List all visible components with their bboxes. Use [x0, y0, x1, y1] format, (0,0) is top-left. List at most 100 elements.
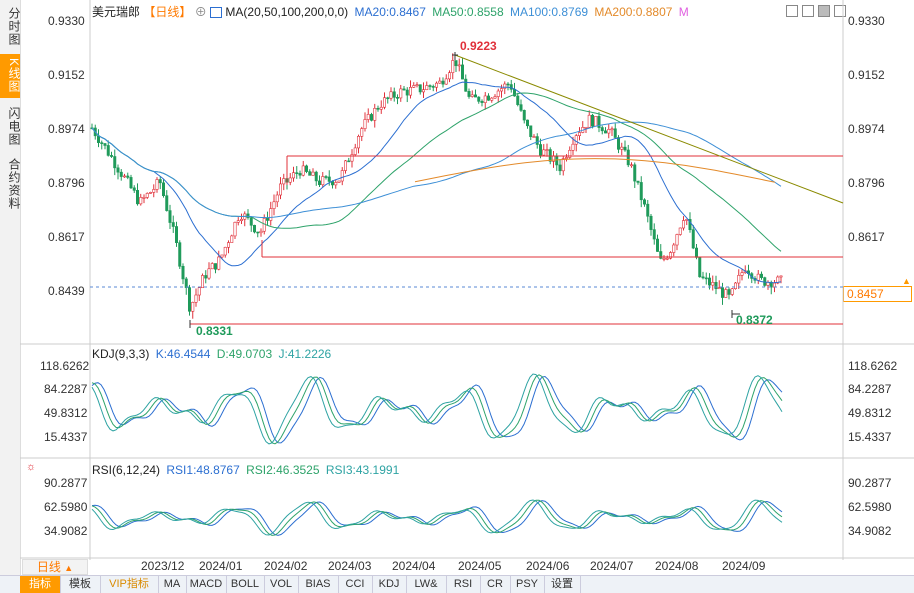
tab-macd[interactable]: MACD — [186, 576, 227, 593]
sidebar-tab-contract[interactable]: 合约资料 — [7, 158, 21, 210]
tab-vip[interactable]: VIP指标 — [100, 576, 159, 593]
candle-body — [373, 108, 377, 121]
tab-cr[interactable]: CR — [480, 576, 511, 593]
sidebar-tab-kline[interactable]: K线图 — [0, 54, 21, 98]
rsi-params[interactable]: RSI(6,12,24) — [92, 463, 161, 477]
candle-body — [460, 64, 464, 80]
candle-body — [568, 150, 572, 158]
expand-icon[interactable] — [802, 5, 814, 17]
price-marker-icon: ▲ — [902, 276, 911, 286]
tab-ma[interactable]: MA — [158, 576, 187, 593]
rsi2-line — [91, 499, 783, 536]
candle-body — [119, 171, 123, 177]
period-label[interactable]: 【日线】 — [143, 5, 192, 19]
candle-body — [256, 231, 260, 234]
candle-body — [756, 273, 760, 281]
kdj-d-line — [91, 374, 783, 445]
tab-template[interactable]: 模板 — [60, 576, 101, 593]
candle-body — [282, 178, 286, 185]
ma200-line — [414, 158, 776, 183]
candle-body — [392, 91, 396, 98]
candle-body — [298, 173, 302, 176]
sidebar-tab-timeshare[interactable]: 分时图 — [7, 6, 21, 46]
candle-body — [720, 287, 724, 298]
candle-body — [571, 143, 575, 151]
candle-body — [418, 84, 422, 93]
tab-kdj[interactable]: KDJ — [372, 576, 407, 593]
ma-params[interactable]: MA(20,50,100,200,0,0) — [225, 5, 349, 19]
kdj-j: J:41.2226 — [278, 347, 332, 361]
candle-body — [421, 89, 425, 93]
candle-body — [240, 218, 244, 221]
rsi-header: RSI(6,12,24) RSI1:48.8767 RSI2:46.3525 R… — [92, 463, 399, 477]
period-selector[interactable]: 日线 ▲ — [22, 559, 88, 575]
candle-body — [496, 90, 500, 97]
tab-settings[interactable]: 设置 — [544, 576, 581, 593]
candle-body — [194, 294, 198, 303]
tab-rsi[interactable]: RSI — [446, 576, 481, 593]
candle-body — [175, 226, 179, 243]
candle-body — [457, 64, 461, 67]
rsi-axis-label-right: 62.5980 — [848, 500, 892, 514]
tab-psy[interactable]: PSY — [510, 576, 545, 593]
tab-cci[interactable]: CCI — [338, 576, 373, 593]
moving-averages — [91, 81, 782, 284]
sun-icon[interactable]: ☼ — [26, 461, 37, 473]
candle-body — [149, 192, 153, 194]
candle-body — [447, 72, 451, 80]
right-price-label: 0.8796 — [848, 176, 885, 190]
candle-body — [434, 82, 438, 88]
chart-canvas[interactable] — [0, 0, 914, 575]
candle-body — [136, 190, 140, 205]
candle-body — [360, 128, 364, 137]
settings-icon[interactable]: ⊕ — [194, 5, 207, 19]
left-price-label: 0.8796 — [48, 176, 85, 190]
candle-body — [145, 193, 149, 198]
date-label: 2024/03 — [328, 559, 372, 573]
candle-body — [379, 106, 383, 110]
bottom-toolbar: 指标 模板 VIP指标 MA MACD BOLL VOL BIAS CCI KD… — [0, 575, 914, 593]
kdj-params[interactable]: KDJ(9,3,3) — [92, 347, 150, 361]
candle-body — [668, 252, 672, 259]
candle-body — [116, 167, 120, 173]
candle-body — [587, 114, 591, 128]
candle-body — [522, 110, 526, 121]
candle-body — [525, 119, 529, 127]
indicator-icon[interactable] — [210, 7, 223, 19]
candle-body — [737, 275, 741, 284]
low-annotation-2: 0.8372 — [736, 313, 773, 327]
rsi-lines — [91, 499, 783, 536]
trendline — [454, 54, 844, 204]
date-label: 2024/05 — [458, 559, 502, 573]
candle-body — [269, 208, 273, 221]
kdj-j-line — [91, 373, 783, 445]
candle-body — [717, 287, 721, 290]
sidebar-tab-flash[interactable]: 闪电图 — [7, 106, 21, 146]
rsi3-line — [91, 499, 783, 536]
candle-body — [733, 282, 737, 290]
candle-body — [408, 87, 412, 96]
tab-indicator[interactable]: 指标 — [20, 576, 61, 593]
tab-vol[interactable]: VOL — [264, 576, 299, 593]
tab-lw[interactable]: LW& — [406, 576, 447, 593]
fullscreen-icon[interactable] — [786, 5, 798, 17]
rsi2-value: RSI2:46.3525 — [246, 463, 320, 477]
rsi-axis-label: 34.9082 — [44, 524, 88, 538]
tab-boll[interactable]: BOLL — [226, 576, 265, 593]
close-icon[interactable] — [834, 5, 846, 17]
kdj-k: K:46.4544 — [155, 347, 211, 361]
candle-body — [707, 277, 711, 286]
candle-body — [538, 144, 542, 156]
candle-body — [490, 97, 494, 101]
candle-body — [158, 179, 162, 184]
tab-bias[interactable]: BIAS — [298, 576, 339, 593]
rsi-axis-label-right: 34.9082 — [848, 524, 892, 538]
candle-body — [759, 273, 763, 278]
ma50-value: MA50:0.8558 — [432, 5, 504, 19]
kdj-axis-label: 15.4337 — [44, 430, 88, 444]
candle-body — [324, 176, 328, 178]
candle-body — [730, 288, 734, 295]
window-icon[interactable] — [818, 5, 830, 17]
candle-body — [265, 218, 269, 221]
candle-body — [227, 242, 231, 248]
